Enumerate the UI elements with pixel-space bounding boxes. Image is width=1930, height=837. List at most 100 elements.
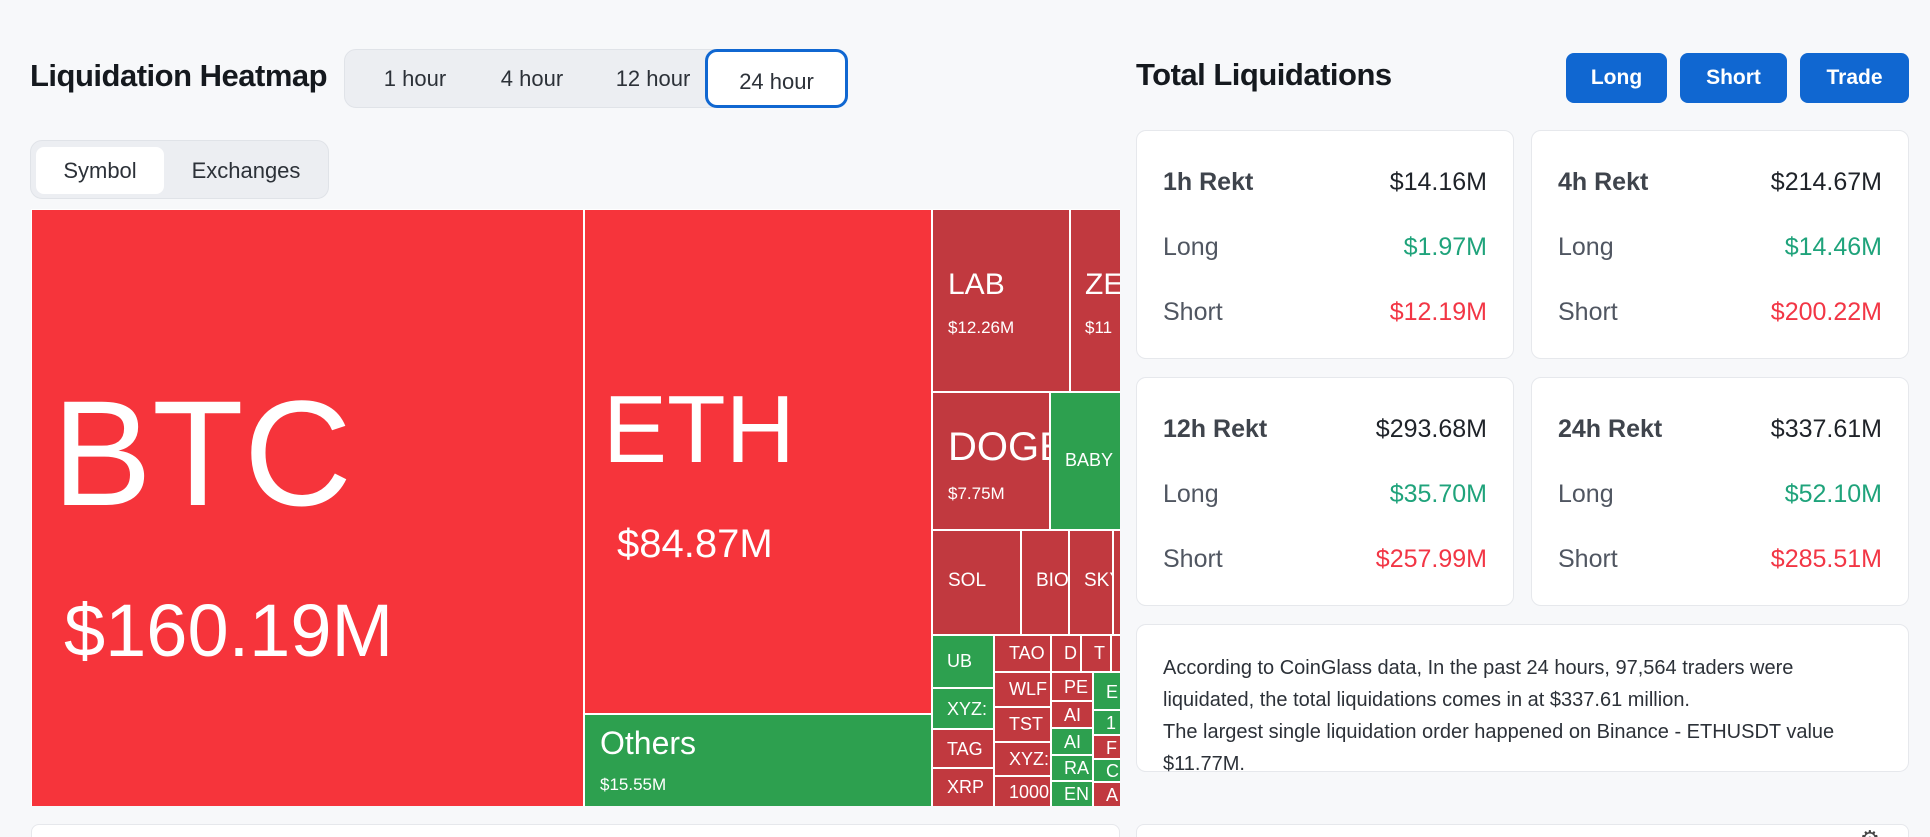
tile-symbol: D (1064, 643, 1077, 663)
tile-ai[interactable]: AI (1051, 701, 1093, 728)
card-period: 24h Rekt (1558, 415, 1663, 443)
tile-xyz[interactable]: XYZ: (994, 742, 1051, 776)
tile-symbol: Others (600, 725, 697, 761)
tile-symbol: ETH (603, 376, 795, 483)
tile-symbol: 1000 (1009, 782, 1050, 802)
bottom-panel-left (31, 824, 1120, 837)
rekt-card-24h: 24h Rekt $337.61M Long $52.10M Short $28… (1531, 377, 1909, 606)
tile-symbol: TST (1009, 714, 1043, 734)
tile-symbol: 1 (1106, 713, 1117, 733)
liquidation-treemap: BTC $160.19M ETH $84.87M Others $15.55M … (31, 209, 1120, 806)
tile-symbol: BTC (52, 369, 352, 537)
liquidation-summary: According to CoinGlass data, In the past… (1136, 624, 1909, 775)
card-period: 4h Rekt (1558, 168, 1649, 196)
tile-doge[interactable]: DOGE $7.75M (932, 392, 1050, 530)
tab-symbol[interactable]: Symbol (36, 147, 164, 194)
tile-value: $15.55M (600, 775, 667, 794)
trade-button[interactable]: Trade (1800, 53, 1909, 103)
tile-c[interactable]: C (1093, 759, 1120, 782)
tile-value: $84.87M (617, 522, 773, 566)
long-value: $35.70M (1389, 480, 1487, 508)
tile-ra[interactable]: RA (1051, 755, 1093, 781)
tile-xrp[interactable]: XRP (932, 768, 994, 806)
long-label: Long (1558, 233, 1614, 261)
tile-symbol: UB (947, 651, 973, 671)
tile-unlabeled[interactable] (1111, 635, 1120, 672)
tile-sol[interactable]: SOL (932, 530, 1021, 635)
long-value: $14.46M (1784, 233, 1882, 261)
gear-icon[interactable]: ⚙ (1860, 826, 1880, 837)
tile-symbol: ZE (1085, 268, 1120, 301)
tile-symbol: BABY (1065, 450, 1114, 470)
tile-tst[interactable]: TST (994, 707, 1051, 742)
tile-f[interactable]: F (1093, 735, 1120, 759)
tile-value: $160.19M (64, 589, 394, 672)
time-range-tabs: 1 hour 4 hour 12 hour 24 hour (344, 49, 848, 108)
long-label: Long (1558, 480, 1614, 508)
tile-symbol: C (1106, 761, 1119, 781)
long-label: Long (1163, 233, 1219, 261)
tile-eth[interactable]: ETH $84.87M (584, 209, 932, 714)
tile-tag[interactable]: TAG (932, 729, 994, 768)
tile-value: $11 (1085, 318, 1113, 337)
tile-1[interactable]: 1 (1093, 710, 1120, 735)
tile-lab[interactable]: LAB $12.26M (932, 209, 1070, 392)
view-tabs: Symbol Exchanges (30, 140, 329, 199)
card-period: 1h Rekt (1163, 168, 1254, 196)
tile-d[interactable]: D (1051, 635, 1081, 672)
tile-ub[interactable]: UB (932, 635, 994, 688)
tile-en[interactable]: EN (1051, 781, 1093, 806)
long-label: Long (1163, 480, 1219, 508)
short-label: Short (1163, 545, 1223, 573)
tile-btc[interactable]: BTC $160.19M (31, 209, 584, 806)
tile-symbol: LAB (948, 268, 1005, 301)
card-total: $214.67M (1770, 168, 1882, 196)
tile-xyz[interactable]: XYZ: (932, 688, 994, 729)
rekt-card-4h: 4h Rekt $214.67M Long $14.46M Short $200… (1531, 130, 1909, 359)
tile-e[interactable]: E (1093, 672, 1120, 710)
tile-ze[interactable]: ZE $11 (1070, 209, 1120, 392)
card-total: $337.61M (1770, 415, 1882, 443)
tile-symbol: XYZ: (1009, 749, 1050, 769)
tile-t[interactable]: T (1081, 635, 1111, 672)
tab-12-hour[interactable]: 12 hour (615, 66, 691, 91)
tile-symbol: T (1094, 643, 1105, 663)
tile-symbol: WLF (1009, 679, 1047, 699)
tile-pe[interactable]: PE (1051, 672, 1093, 701)
tile-symbol: DOGE (948, 425, 1049, 469)
short-value: $12.19M (1389, 298, 1487, 326)
short-label: Short (1558, 298, 1618, 326)
tile-symbol: AI (1064, 732, 1082, 752)
tile-symbol: AI (1064, 705, 1082, 725)
short-value: $285.51M (1770, 545, 1882, 573)
tile-a[interactable]: A (1093, 782, 1120, 806)
short-button[interactable]: Short (1680, 53, 1787, 103)
tile-symbol: XRP (947, 777, 985, 797)
rekt-card-1h: 1h Rekt $14.16M Long $1.97M Short $12.19… (1136, 130, 1514, 359)
tile-baby[interactable]: BABY (1050, 392, 1120, 530)
short-label: Short (1163, 298, 1223, 326)
total-liquidations-title: Total Liquidations (1136, 57, 1392, 92)
tile-value: $12.26M (948, 318, 1015, 337)
tile-1000[interactable]: 1000 (994, 776, 1051, 806)
tile-sky[interactable]: SKY (1069, 530, 1113, 635)
bottom-panel-right (1136, 824, 1909, 837)
tile-unlabeled[interactable] (1113, 530, 1120, 635)
tile-tao[interactable]: TAO (994, 635, 1051, 672)
tab-24-hour[interactable]: 24 hour (705, 49, 848, 108)
short-value: $257.99M (1375, 545, 1487, 573)
tile-symbol: A (1106, 785, 1119, 805)
tile-ai[interactable]: AI (1051, 728, 1093, 755)
rekt-card-12h: 12h Rekt $293.68M Long $35.70M Short $25… (1136, 377, 1514, 606)
tile-value: $7.75M (948, 484, 1005, 503)
tile-bio[interactable]: BIO (1021, 530, 1069, 635)
tab-1-hour[interactable]: 1 hour (383, 66, 447, 91)
long-button[interactable]: Long (1566, 53, 1667, 103)
tab-4-hour[interactable]: 4 hour (500, 66, 564, 91)
tab-exchanges[interactable]: Exchanges (191, 158, 301, 183)
tile-symbol: PE (1064, 677, 1089, 697)
tile-others[interactable]: Others $15.55M (584, 714, 932, 806)
tile-symbol: BIO (1036, 570, 1069, 591)
summary-line-2: The largest single liquidation order hap… (1163, 721, 1835, 775)
tile-wlf[interactable]: WLF (994, 672, 1051, 707)
